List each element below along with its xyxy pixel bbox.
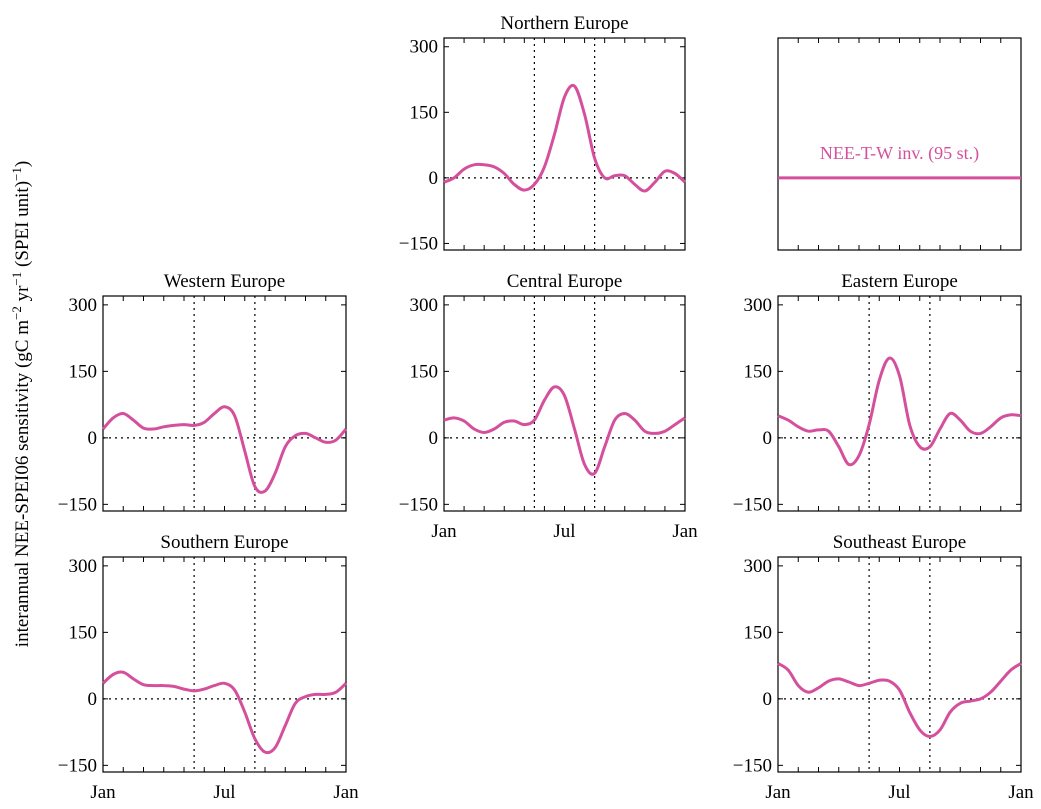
panel-1: 300 150 0 −150 Northern Europe	[399, 13, 686, 254]
y-axis-label-mid: yr	[12, 285, 33, 306]
x-tick-label: Jul	[553, 521, 575, 542]
x-tick-label: Jan	[90, 782, 116, 803]
series-line	[443, 385, 686, 476]
y-tick-label: 300	[744, 556, 773, 577]
y-tick-label: 300	[69, 295, 98, 316]
y-tick-label: 150	[744, 622, 773, 643]
y-tick-label: −150	[733, 755, 772, 776]
panel-title: Western Europe	[164, 271, 285, 292]
y-tick-label: 150	[69, 361, 98, 382]
y-tick-label: 150	[744, 361, 773, 382]
panel-7: 300 150 0 −150 Southeast Europe Jan Jul Jan	[733, 532, 1034, 803]
x-tick-label: Jul	[888, 782, 910, 803]
y-tick-label: −150	[733, 494, 772, 515]
axes-frame	[777, 295, 1022, 512]
y-axis-label-main: interannual NEE-SPEI06 sensitivity (gC m	[12, 320, 33, 647]
panel-5: 300 150 0 −150 Eastern Europe	[733, 271, 1022, 515]
y-tick-label: 150	[410, 361, 439, 382]
panel-title: Southern Europe	[160, 532, 288, 553]
panel-3: 300 150 0 −150 Western Europe	[58, 271, 348, 515]
y-axis-label-close: )	[12, 161, 33, 167]
y-tick-label: 0	[763, 428, 773, 449]
y-tick-label: −150	[399, 494, 438, 515]
legend-label: NEE-T-W inv. (95 st.)	[820, 143, 979, 164]
axes-frame	[443, 37, 686, 251]
y-tick-label: −150	[58, 494, 97, 515]
x-tick-label: Jan	[672, 521, 698, 542]
y-tick-label: 150	[69, 622, 98, 643]
y-tick-label: −150	[58, 755, 97, 776]
y-tick-label: 300	[410, 37, 439, 58]
y-axis-label-sup3: −1	[9, 167, 24, 181]
y-tick-label: 0	[429, 168, 439, 189]
x-tick-label: Jan	[1008, 782, 1034, 803]
y-tick-label: 0	[429, 428, 439, 449]
y-tick-label: 300	[744, 295, 773, 316]
panel-title: Eastern Europe	[841, 271, 958, 292]
series-line	[102, 670, 348, 755]
panel-6: 300 150 0 −150 Southern Europe Jan Jul Jan	[58, 532, 359, 803]
series-line	[777, 662, 1022, 738]
y-tick-label: 0	[88, 689, 98, 710]
axes-frame	[102, 295, 347, 512]
x-tick-label: Jul	[213, 782, 235, 803]
panel-title: Northern Europe	[500, 13, 628, 34]
y-tick-label: 0	[88, 428, 98, 449]
y-axis-label-sup2: −1	[9, 272, 24, 286]
y-axis-label: interannual NEE-SPEI06 sensitivity (gC m…	[9, 161, 34, 647]
series-line	[101, 405, 348, 494]
y-tick-label: 0	[763, 689, 773, 710]
panel-4: 300 150 0 −150 Central Europe Jan Jul Jan	[399, 271, 698, 542]
panels: 300 150 0 −150 Northern Europe NEE-T-W inv. (…	[58, 13, 1034, 803]
panel-2: NEE-T-W inv. (95 st.)	[777, 37, 1022, 251]
x-tick-label: Jan	[431, 521, 457, 542]
y-axis-label-end: (SPEI unit)	[12, 181, 33, 272]
y-tick-label: 150	[410, 102, 439, 123]
y-tick-label: 300	[69, 556, 98, 577]
x-tick-label: Jan	[765, 782, 791, 803]
y-tick-label: 300	[410, 295, 439, 316]
y-axis-label-sup1: −2	[9, 306, 24, 320]
axes-frame	[777, 556, 1022, 773]
axes-frame	[102, 556, 347, 773]
series-line	[777, 356, 1022, 467]
y-tick-label: −150	[399, 233, 438, 254]
panel-title: Southeast Europe	[833, 532, 967, 553]
axes-frame	[443, 295, 686, 512]
series-line	[443, 83, 686, 193]
panel-title: Central Europe	[507, 271, 623, 292]
x-tick-label: Jan	[333, 782, 359, 803]
